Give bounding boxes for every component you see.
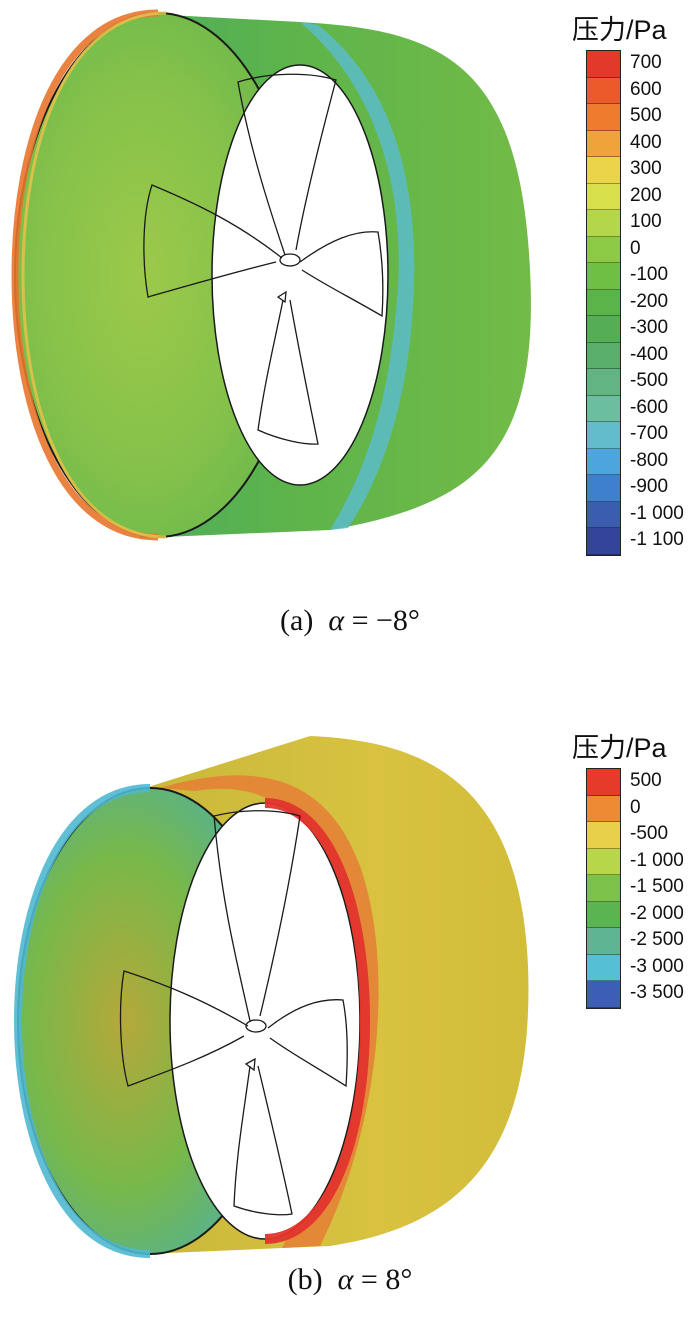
- legend-swatch: [587, 342, 620, 369]
- legend-tick-label: 0: [630, 796, 641, 818]
- legend-tick-label: -1 100: [630, 529, 684, 550]
- legend-tick-label: -3 000: [630, 955, 684, 977]
- legend-swatch: [587, 795, 620, 822]
- legend-swatch: [587, 901, 620, 928]
- legend-tick-label: 600: [630, 78, 662, 100]
- caption-value: = 8°: [360, 1263, 413, 1296]
- caption-a: (a) α = −8°: [0, 604, 700, 638]
- legend-swatch: [587, 183, 620, 210]
- color-legend-a: 压力/Pa 700 600 500 400 300 200 100 0 -100 -200 -300…: [572, 10, 684, 556]
- legend-swatch: [587, 501, 620, 528]
- duct-pressure-contour-b: [13, 736, 529, 1258]
- legend-swatch: [587, 528, 620, 555]
- legend-swatch: [587, 157, 620, 184]
- duct-pressure-contour-a: [11, 9, 531, 541]
- legend-tick-label: -2 000: [630, 902, 684, 924]
- legend-tick-label: -1 000: [630, 849, 684, 871]
- color-scale-labels: 700 600 500 400 300 200 100 0 -100 -200 -300 -400 -5…: [630, 50, 684, 554]
- legend-tick-label: -800: [630, 449, 669, 471]
- legend-tick-label: -3 500: [630, 982, 684, 1003]
- legend-swatch: [587, 263, 620, 290]
- propeller-blades-b: [119, 810, 348, 1216]
- legend-swatch: [587, 848, 620, 875]
- caption-value: = −8°: [351, 604, 420, 637]
- caption-symbol: α: [328, 604, 345, 637]
- legend-tick-label: 500: [630, 770, 662, 791]
- legend-tick-label: -300: [630, 317, 669, 338]
- legend-swatch: [587, 769, 620, 796]
- legend-swatch: [587, 954, 620, 981]
- color-scale-labels: 500 0 -500 -1 000 -1 500 -2 000 -2 500 -3 000 -3…: [630, 768, 684, 1007]
- legend-title: 压力/Pa: [572, 733, 667, 763]
- low-pressure-strip-a: [300, 22, 415, 530]
- legend-swatch: [587, 395, 620, 422]
- legend-tick-label: -1 500: [630, 876, 684, 897]
- legend-swatch: [587, 928, 620, 955]
- legend-swatch: [587, 316, 620, 343]
- legend-swatch: [587, 422, 620, 449]
- panel-b: 压力/Pa 500 0 -500 -1 000 -1 500 -2 000 -2 500 -3…: [0, 666, 700, 1332]
- color-scale-bar: [586, 50, 621, 556]
- legend-tick-label: 200: [630, 184, 662, 206]
- legend-swatch: [587, 210, 620, 237]
- legend-tick-label: 700: [630, 52, 662, 73]
- duct-outlet-opening-b: [169, 802, 361, 1240]
- legend-swatch: [587, 475, 620, 502]
- legend-swatch: [587, 236, 620, 263]
- leading-edge-high-pressure-a: [11, 9, 159, 541]
- color-scale-bar: [586, 768, 621, 1009]
- legend-tick-label: -2 500: [630, 929, 684, 950]
- legend-tick-label: -400: [630, 343, 669, 365]
- panel-a: 压力/Pa 700 600 500 400 300 200 100 0 -100 -200 -300…: [0, 9, 700, 638]
- legend-swatch: [587, 448, 620, 475]
- legend-swatch: [587, 822, 620, 849]
- legend-swatch: [587, 51, 620, 78]
- caption-b: (b) α = 8°: [0, 1263, 700, 1297]
- caption-label: (b): [287, 1263, 323, 1296]
- legend-tick-label: 100: [630, 211, 662, 232]
- legend-tick-label: -900: [630, 476, 669, 497]
- legend-swatch: [587, 981, 620, 1008]
- legend-tick-label: -500: [630, 823, 669, 844]
- legend-tick-label: -700: [630, 423, 669, 444]
- legend-tick-label: 0: [630, 237, 641, 259]
- legend-tick-label: 300: [630, 158, 662, 179]
- legend-swatch: [587, 875, 620, 902]
- propeller-blades-a: [143, 73, 384, 445]
- legend-swatch: [587, 130, 620, 157]
- caption-symbol: α: [337, 1263, 354, 1296]
- legend-swatch: [587, 104, 620, 131]
- legend-title: 压力/Pa: [572, 15, 667, 45]
- legend-tick-label: -500: [630, 370, 669, 391]
- legend-swatch: [587, 289, 620, 316]
- legend-tick-label: -600: [630, 396, 669, 418]
- duct-outlet-opening-a: [211, 64, 389, 486]
- legend-tick-label: -200: [630, 290, 669, 312]
- caption-label: (a): [280, 604, 314, 637]
- legend-swatch: [587, 77, 620, 104]
- legend-tick-label: -100: [630, 264, 669, 285]
- color-legend-b: 压力/Pa 500 0 -500 -1 000 -1 500 -2 000 -2 500 -3…: [572, 728, 684, 1009]
- legend-swatch: [587, 369, 620, 396]
- legend-tick-label: -1 000: [630, 502, 684, 524]
- legend-tick-label: 500: [630, 105, 662, 126]
- legend-tick-label: 400: [630, 131, 662, 153]
